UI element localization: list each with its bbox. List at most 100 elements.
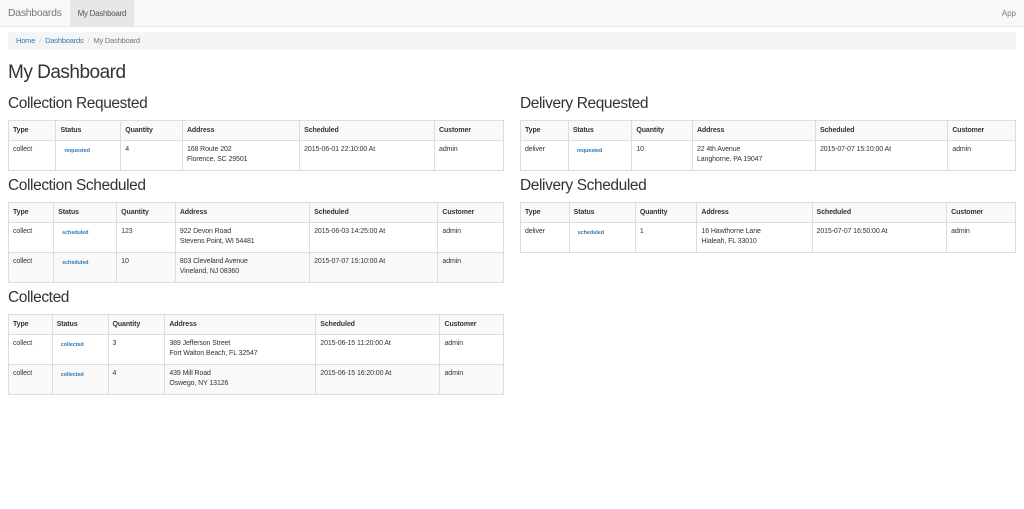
customer-cell: admin bbox=[946, 222, 1016, 253]
section-title: Delivery Scheduled bbox=[520, 177, 647, 194]
column-header[interactable]: Customer bbox=[434, 120, 504, 141]
column-header[interactable]: Scheduled bbox=[315, 314, 441, 335]
type-cell: deliver bbox=[520, 140, 569, 171]
quantity-cell: 3 bbox=[107, 334, 166, 365]
nav-my-dashboard[interactable]: My Dashboard bbox=[69, 0, 135, 26]
column-header[interactable]: Scheduled bbox=[814, 120, 949, 141]
column-header[interactable]: Address bbox=[181, 120, 301, 141]
column-header[interactable]: Customer bbox=[437, 202, 504, 223]
quantity-cell: 1 bbox=[634, 222, 698, 253]
status-link[interactable]: scheduled bbox=[62, 260, 89, 266]
type-cell: collect bbox=[8, 334, 53, 365]
column-header[interactable]: Status bbox=[55, 120, 122, 141]
quantity-cell: 10 bbox=[631, 140, 693, 171]
customer-cell: admin bbox=[439, 334, 504, 365]
table-row: deliver requested 10 22 4th Avenue Langhorne… bbox=[520, 140, 1016, 171]
brand-link[interactable]: Dashboards bbox=[8, 7, 62, 19]
column-header[interactable]: Status bbox=[567, 120, 633, 141]
column-header[interactable]: Scheduled bbox=[309, 202, 439, 223]
status-link[interactable]: collected bbox=[60, 342, 84, 348]
quantity-cell: 123 bbox=[116, 222, 176, 253]
table-row: collect scheduled 123 922 Devon Road Stevens… bbox=[7, 222, 504, 253]
column-header[interactable]: Address bbox=[164, 314, 317, 335]
column-header[interactable]: Address bbox=[174, 202, 311, 223]
column-header[interactable]: Type bbox=[520, 120, 569, 141]
column-header[interactable]: Quantity bbox=[634, 202, 698, 223]
column-header[interactable]: Address bbox=[691, 120, 816, 141]
column-header[interactable]: Scheduled bbox=[811, 202, 948, 223]
column-header[interactable]: Address bbox=[696, 202, 813, 223]
column-header[interactable]: Quantity bbox=[116, 202, 176, 223]
scheduled-cell: 2015-07-07 16:50:00 At bbox=[811, 222, 948, 253]
column-header[interactable]: Quantity bbox=[631, 120, 693, 141]
status-cell: requested bbox=[55, 140, 122, 171]
status-link[interactable]: collected bbox=[60, 372, 84, 378]
status-link[interactable]: scheduled bbox=[577, 230, 604, 236]
address-cell: 168 Route 202 Florence, SC 29501 bbox=[181, 140, 301, 171]
status-link[interactable]: requested bbox=[64, 148, 90, 154]
address-line1: 22 4th Avenue bbox=[696, 146, 741, 153]
table-row: collect collected 3 389 Jefferson Street For… bbox=[8, 334, 504, 365]
right-column: Delivery Requested Type Status Quantity Addr… bbox=[520, 90, 1016, 401]
address-line2: Vineland, NJ 08360 bbox=[179, 268, 240, 275]
status-cell: scheduled bbox=[53, 252, 118, 283]
address-line2: Stevens Point, WI 54481 bbox=[179, 238, 255, 245]
page-title: My Dashboard bbox=[8, 62, 126, 83]
status-cell: collected bbox=[51, 334, 109, 365]
table-row: collect requested 4 168 Route 202 Florence, … bbox=[7, 140, 504, 171]
customer-cell: admin bbox=[437, 252, 504, 283]
address-line1: 803 Cleveland Avenue bbox=[179, 258, 248, 265]
orders-table: Type Status Quantity Address Scheduled Custom… bbox=[8, 314, 504, 395]
address-cell: 922 Devon Road Stevens Point, WI 54481 bbox=[174, 222, 311, 253]
section-title: Collection Requested bbox=[8, 95, 148, 112]
address-line1: 439 Mill Road bbox=[169, 370, 211, 377]
scheduled-cell: 2015-07-07 15:10:00 At bbox=[309, 252, 439, 283]
column-header[interactable]: Type bbox=[7, 120, 57, 141]
type-cell: collect bbox=[8, 364, 53, 395]
address-line2: Fort Walton Beach, FL 32547 bbox=[169, 350, 258, 357]
address-line1: 389 Jefferson Street bbox=[169, 340, 231, 347]
column-header[interactable]: Status bbox=[53, 202, 118, 223]
nav-app[interactable]: App bbox=[1001, 9, 1016, 18]
address-line2: Langhorne, PA 19047 bbox=[696, 156, 763, 163]
column-header[interactable]: Type bbox=[8, 314, 53, 335]
customer-cell: admin bbox=[947, 140, 1016, 171]
address-line2: Oswego, NY 13126 bbox=[169, 380, 229, 387]
column-header[interactable]: Customer bbox=[947, 120, 1016, 141]
table-row: collect collected 4 439 Mill Road Oswego, NY… bbox=[8, 364, 504, 395]
address-cell: 439 Mill Road Oswego, NY 13126 bbox=[164, 364, 317, 395]
scheduled-cell: 2015-06-15 11:20:00 At bbox=[315, 334, 441, 365]
scheduled-cell: 2015-06-15 16:20:00 At bbox=[315, 364, 441, 395]
column-header[interactable]: Customer bbox=[946, 202, 1016, 223]
customer-cell: admin bbox=[439, 364, 504, 395]
customer-cell: admin bbox=[437, 222, 504, 253]
scheduled-cell: 2015-06-03 14:25:00 At bbox=[309, 222, 439, 253]
status-link[interactable]: scheduled bbox=[62, 230, 89, 236]
address-line1: 922 Devon Road bbox=[179, 228, 231, 235]
column-header[interactable]: Scheduled bbox=[299, 120, 436, 141]
breadcrumb-separator: / bbox=[39, 36, 42, 45]
column-header[interactable]: Quantity bbox=[107, 314, 166, 335]
breadcrumb: Home / Dashboards / My Dashboard bbox=[8, 32, 1016, 50]
quantity-cell: 4 bbox=[120, 140, 183, 171]
column-header[interactable]: Status bbox=[568, 202, 636, 223]
breadcrumb-current: My Dashboard bbox=[93, 36, 140, 45]
address-line2: Hialeah, FL 33010 bbox=[701, 238, 757, 245]
column-header[interactable]: Quantity bbox=[120, 120, 183, 141]
left-column: Collection Requested Type Status Quantity Ad… bbox=[7, 90, 504, 401]
orders-table: Type Status Quantity Address Scheduled Custom… bbox=[520, 120, 1016, 171]
breadcrumb-dashboards[interactable]: Dashboards bbox=[45, 36, 84, 45]
column-header[interactable]: Customer bbox=[439, 314, 504, 335]
status-link[interactable]: requested bbox=[576, 148, 603, 154]
type-cell: collect bbox=[7, 222, 55, 253]
address-cell: 803 Cleveland Avenue Vineland, NJ 08360 bbox=[174, 252, 311, 283]
column-header[interactable]: Type bbox=[7, 202, 55, 223]
breadcrumb-home[interactable]: Home bbox=[16, 36, 36, 45]
table-row: collect scheduled 10 803 Cleveland Avenue Vi… bbox=[7, 252, 504, 283]
column-header[interactable]: Status bbox=[51, 314, 109, 335]
customer-cell: admin bbox=[434, 140, 504, 171]
column-header[interactable]: Type bbox=[520, 202, 570, 223]
status-cell: requested bbox=[567, 140, 633, 171]
section-title: Collection Scheduled bbox=[8, 177, 146, 194]
type-cell: collect bbox=[7, 252, 55, 283]
